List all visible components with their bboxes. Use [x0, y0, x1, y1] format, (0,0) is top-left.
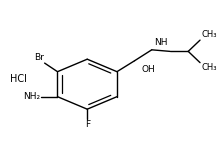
Text: NH: NH [154, 38, 168, 47]
Text: NH₂: NH₂ [23, 92, 40, 101]
Text: CH₃: CH₃ [201, 30, 217, 39]
Text: Br: Br [34, 53, 44, 62]
Text: HCl: HCl [10, 75, 27, 84]
Text: OH: OH [141, 65, 155, 74]
Text: F: F [85, 120, 90, 129]
Text: CH₃: CH₃ [201, 63, 217, 72]
